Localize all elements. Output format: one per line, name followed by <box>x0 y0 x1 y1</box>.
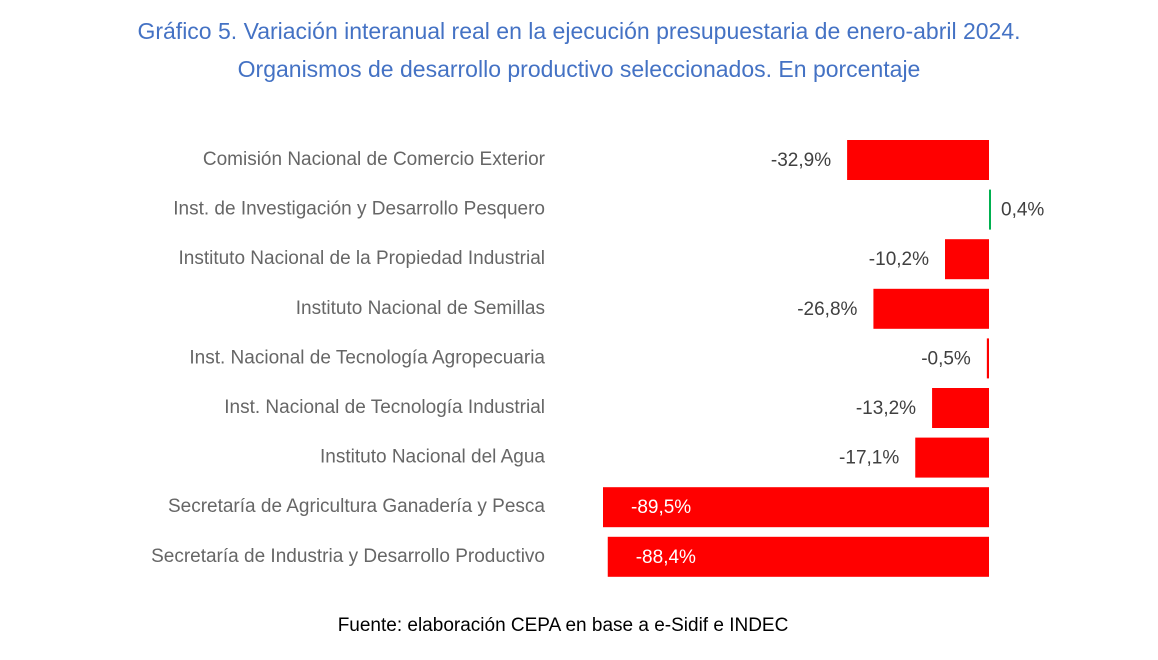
data-label: -32,9% <box>771 150 831 171</box>
bar <box>915 437 989 478</box>
source-note: Fuente: elaboración CEPA en base a e-Sid… <box>337 615 789 636</box>
category-label: Comisión Nacional de Comercio Exterior <box>203 149 546 170</box>
category-label: Instituto Nacional del Agua <box>320 447 545 468</box>
bar <box>945 239 989 280</box>
data-label: -26,8% <box>797 299 857 320</box>
bar <box>986 338 989 379</box>
chart-title: Gráfico 5. Variación interanual real en … <box>137 18 1021 44</box>
bar <box>603 487 989 528</box>
category-label: Inst. Nacional de Tecnología Industrial <box>224 397 545 418</box>
data-label: -13,2% <box>856 398 916 419</box>
data-label: -89,5% <box>631 497 691 518</box>
bar <box>607 536 989 577</box>
data-label: -0,5% <box>921 348 971 369</box>
bar <box>847 140 989 180</box>
data-label: -17,1% <box>839 448 899 469</box>
category-label: Secretaría de Industria y Desarrollo Pro… <box>151 546 545 567</box>
category-label: Inst. de Investigación y Desarrollo Pesq… <box>173 199 545 220</box>
category-label: Inst. Nacional de Tecnología Agropecuari… <box>189 347 545 368</box>
data-label: -10,2% <box>869 249 929 270</box>
bar <box>873 288 989 329</box>
chart-subtitle: Organismos de desarrollo productivo sele… <box>237 56 921 82</box>
data-label: 0,4% <box>1001 200 1044 221</box>
bar <box>989 189 991 230</box>
chart-title-block: Gráfico 5. Variación interanual real en … <box>0 12 1158 88</box>
category-label: Secretaría de Agricultura Ganadería y Pe… <box>168 496 545 517</box>
category-label: Instituto Nacional de la Propiedad Indus… <box>178 248 545 269</box>
bar-chart: Comisión Nacional de Comercio Exterior -3… <box>151 140 1044 577</box>
category-label: Instituto Nacional de Semillas <box>296 298 545 319</box>
data-label: -88,4% <box>636 547 696 568</box>
bar <box>932 388 989 428</box>
